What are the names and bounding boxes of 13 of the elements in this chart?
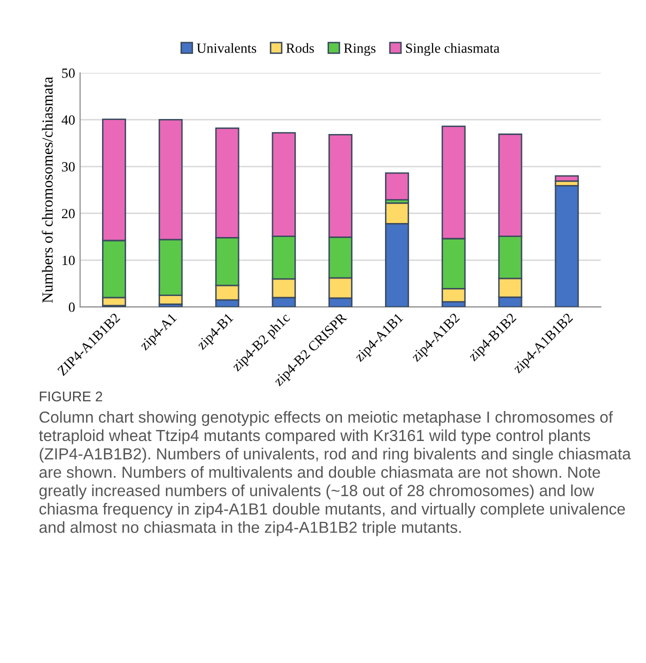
text: Column chart showing genotypic effects on meiotic metaphase I chromosomes of tetraploid wheat Ttzip4 mutants compared with Kr3161 wild type control plants (ZIP4-A1B1B2). Numbers of univalents, rod and ring bivalents and single chiasmata are shown. Numbers of multivalents and double chiasmata are not shown. Note greatly increased numbers of univalents (~18 out of 28 chromosomes) and low chiasma frequency in zip4-A1B1 double mutants, and virtually complete univalence and almost no chiasmata in the zip4-A1B1B2 triple mutants.	[39, 411, 631, 536]
legend-label: Rods	[286, 43, 314, 53]
caption: FIGURE 2	[40, 392, 102, 402]
y-tick-label: 0	[68, 302, 75, 312]
y-tick-label: 50	[62, 68, 75, 78]
legend-label: Rings	[344, 44, 376, 56]
y-tick-label: 10	[62, 256, 75, 266]
y-tick-label: 20	[62, 208, 75, 218]
y-axis-title: Numbers of chromosomes/chiasmata	[42, 76, 53, 303]
y-tick-label: 40	[62, 115, 75, 125]
legend-label: Univalents	[196, 43, 256, 53]
y-tick-label: 30	[62, 162, 75, 172]
legend-label: Single chiasmata	[406, 43, 500, 56]
